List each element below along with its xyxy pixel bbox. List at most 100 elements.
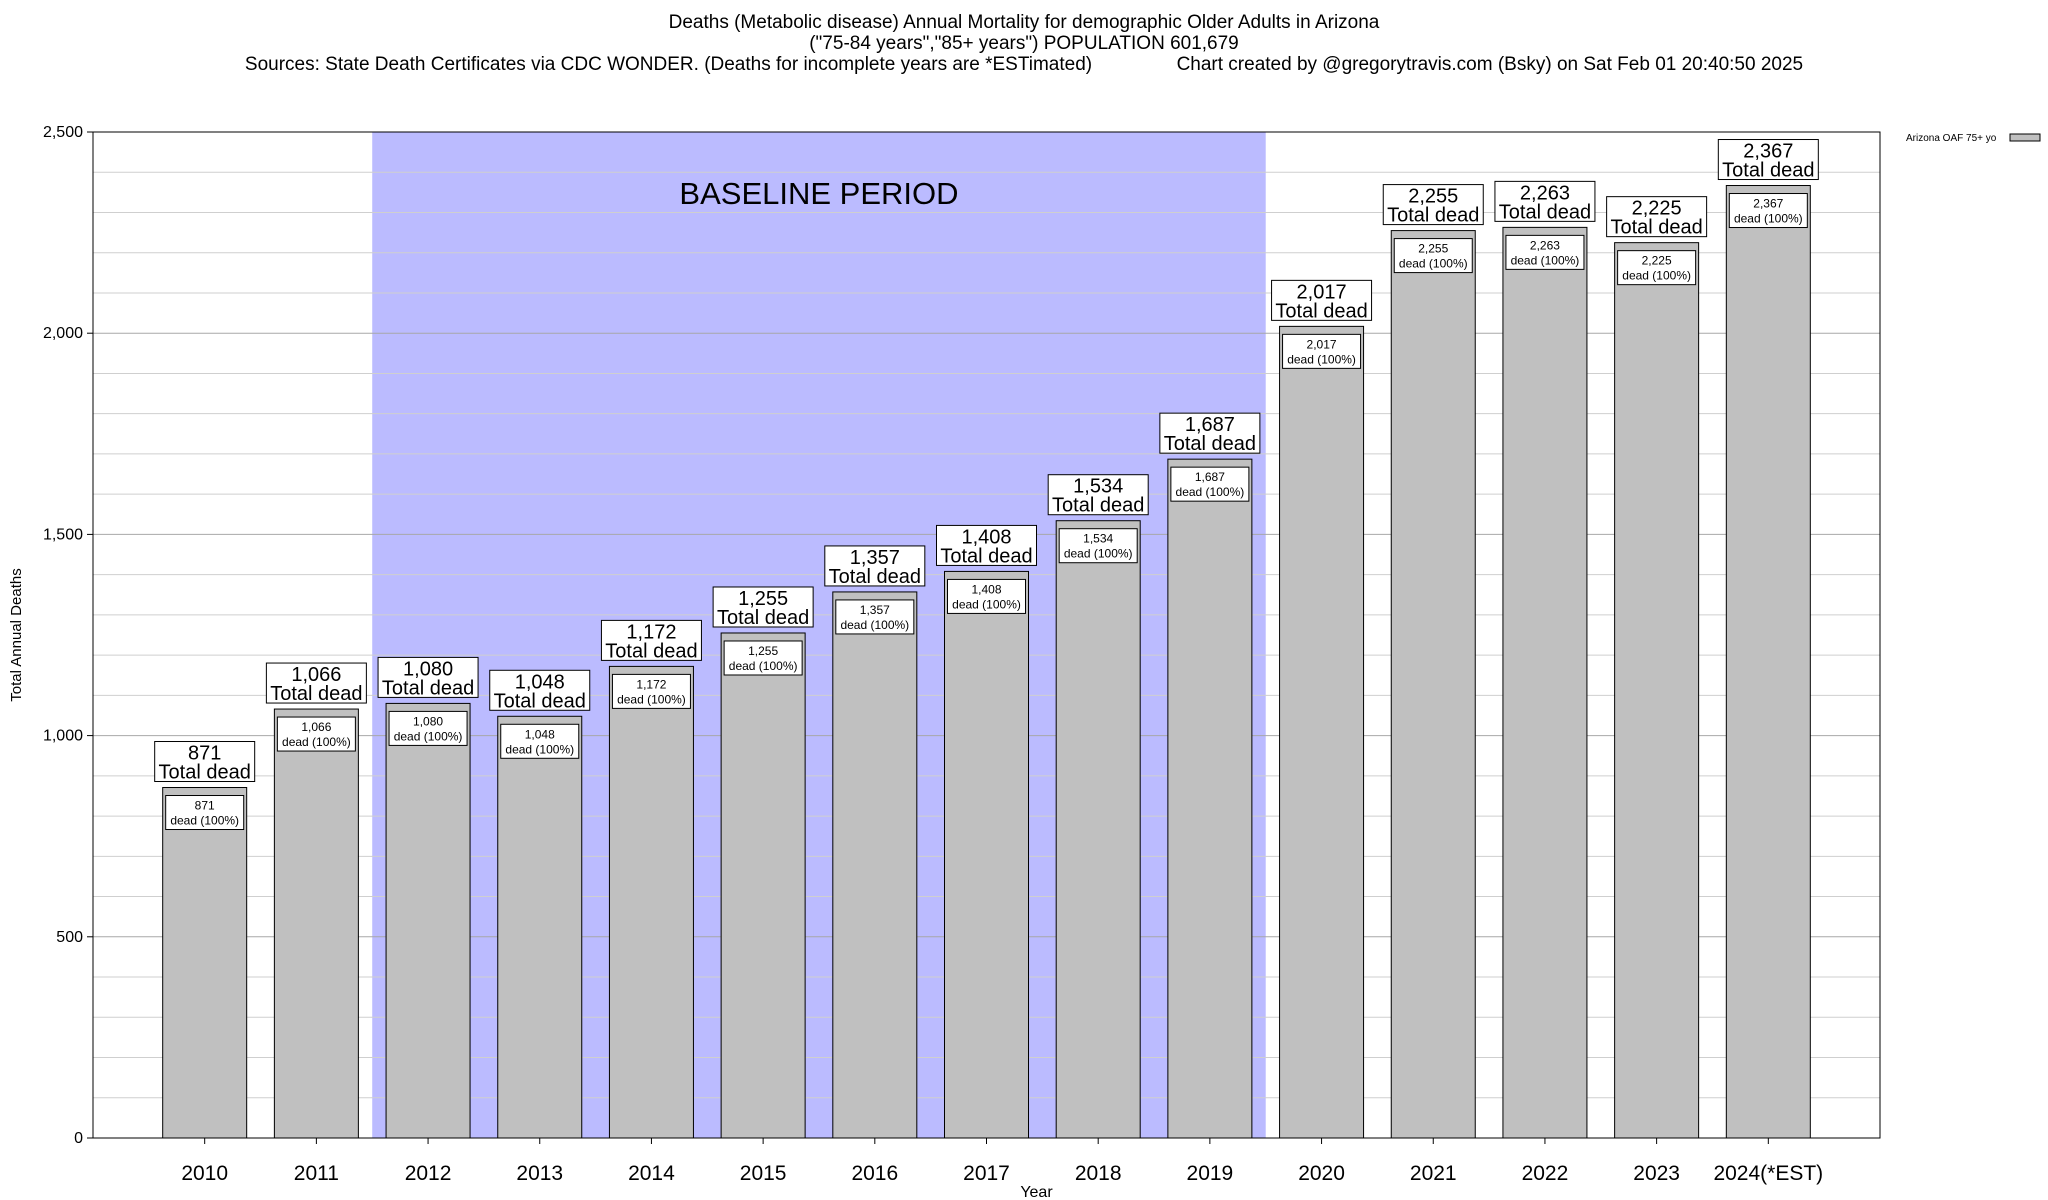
inner-label-box xyxy=(1505,234,1585,270)
x-tick-label: 2018 xyxy=(1075,1162,1122,1185)
total-value-label: 1,066 xyxy=(291,664,341,686)
inner-dead-label: dead (100%) xyxy=(1399,257,1468,271)
bar xyxy=(1390,230,1476,1139)
total-dead-label: Total dead xyxy=(605,640,697,662)
inner-value-label: 1,408 xyxy=(971,582,1001,596)
inner-dead-label: dead (100%) xyxy=(1287,352,1356,366)
total-value-label: 1,255 xyxy=(738,588,788,610)
inner-label-box xyxy=(1393,238,1473,274)
inner-dead-label: dead (100%) xyxy=(170,814,239,828)
total-label-box xyxy=(600,619,702,661)
total-dead-label: Total dead xyxy=(829,566,921,588)
bar xyxy=(497,715,583,1139)
bar xyxy=(1279,325,1365,1139)
chart-sources: Sources: State Death Certificates via CD… xyxy=(244,54,1093,75)
total-label-box xyxy=(1382,184,1484,226)
total-label-box xyxy=(489,669,591,711)
bar xyxy=(273,708,359,1139)
bar xyxy=(608,665,694,1139)
inner-label-box xyxy=(835,599,915,635)
inner-dead-label: dead (100%) xyxy=(840,618,909,632)
total-dead-label: Total dead xyxy=(1387,205,1479,227)
bar xyxy=(1055,520,1141,1139)
total-dead-label: Total dead xyxy=(940,545,1032,567)
inner-dead-label: dead (100%) xyxy=(729,659,798,673)
x-tick-label: 2014 xyxy=(628,1162,675,1185)
chart-credit: Chart created by @gregorytravis.com (Bsk… xyxy=(1176,54,1804,75)
inner-label-box xyxy=(1728,193,1808,229)
inner-dead-label: dead (100%) xyxy=(1622,269,1691,283)
total-value-label: 1,357 xyxy=(850,547,900,569)
total-value-label: 2,263 xyxy=(1520,182,1570,204)
total-label-box xyxy=(1271,279,1373,321)
total-dead-label: Total dead xyxy=(270,683,362,705)
plot-frame xyxy=(92,131,1881,1139)
total-value-label: 2,017 xyxy=(1297,281,1347,303)
inner-value-label: 1,357 xyxy=(860,603,890,617)
total-dead-label: Total dead xyxy=(1722,160,1814,182)
inner-label-box xyxy=(1617,250,1697,286)
inner-value-label: 1,080 xyxy=(413,714,443,728)
total-value-label: 1,534 xyxy=(1073,476,1123,498)
inner-value-label: 1,534 xyxy=(1083,532,1113,546)
inner-value-label: 1,172 xyxy=(636,677,666,691)
x-tick-label: 2011 xyxy=(294,1162,339,1185)
inner-label-box xyxy=(947,578,1026,614)
x-tick-label: 2022 xyxy=(1522,1162,1569,1185)
inner-dead-label: dead (100%) xyxy=(394,729,463,743)
total-label-box xyxy=(377,656,479,698)
inner-dead-label: dead (100%) xyxy=(505,742,574,756)
total-value-label: 871 xyxy=(188,743,221,765)
inner-value-label: 871 xyxy=(195,799,215,813)
inner-label-box xyxy=(500,723,580,759)
inner-value-label: 2,255 xyxy=(1418,242,1448,256)
bar xyxy=(162,787,248,1139)
inner-label-box xyxy=(165,795,245,831)
inner-value-label: 2,017 xyxy=(1307,337,1337,351)
x-axis-label: Year xyxy=(1020,1184,1053,1200)
inner-value-label: 2,263 xyxy=(1530,238,1560,252)
total-value-label: 2,255 xyxy=(1408,186,1458,208)
total-dead-label: Total dead xyxy=(494,690,586,712)
total-label-box xyxy=(1047,474,1149,516)
total-dead-label: Total dead xyxy=(1164,433,1256,455)
y-tick-label: 1,500 xyxy=(43,526,83,543)
total-value-label: 1,408 xyxy=(961,526,1011,548)
bar xyxy=(1167,458,1253,1139)
inner-dead-label: dead (100%) xyxy=(1511,253,1580,267)
bar xyxy=(385,702,471,1139)
y-tick-label: 500 xyxy=(56,929,83,946)
total-dead-label: Total dead xyxy=(382,677,474,699)
total-label-box xyxy=(936,524,1037,566)
chart-subtitle: ("75-84 years","85+ years") POPULATION 6… xyxy=(809,33,1239,54)
inner-dead-label: dead (100%) xyxy=(282,735,351,749)
total-dead-label: Total dead xyxy=(159,762,251,784)
total-value-label: 1,687 xyxy=(1185,414,1235,436)
inner-dead-label: dead (100%) xyxy=(952,597,1021,611)
total-dead-label: Total dead xyxy=(1499,201,1591,223)
baseline-period-label: BASELINE PERIOD xyxy=(679,176,958,211)
total-dead-label: Total dead xyxy=(1610,217,1702,239)
total-label-box xyxy=(1494,180,1596,222)
x-tick-label: 2024(*EST) xyxy=(1713,1162,1823,1185)
legend-label: Arizona OAF 75+ yo xyxy=(1906,133,1997,144)
total-label-box xyxy=(265,662,367,704)
inner-label-box xyxy=(723,640,803,676)
x-tick-label: 2012 xyxy=(405,1162,452,1185)
chart-header: Deaths (Metabolic disease) Annual Mortal… xyxy=(0,12,2048,75)
total-label-box xyxy=(1606,196,1708,238)
x-tick-label: 2023 xyxy=(1633,1162,1680,1185)
inner-dead-label: dead (100%) xyxy=(1734,212,1803,226)
inner-label-box xyxy=(611,673,691,709)
chart-sources-line: Sources: State Death Certificates via CD… xyxy=(0,54,2048,75)
bar xyxy=(1502,226,1588,1139)
inner-dead-label: dead (100%) xyxy=(617,692,686,706)
inner-label-box xyxy=(276,716,356,752)
